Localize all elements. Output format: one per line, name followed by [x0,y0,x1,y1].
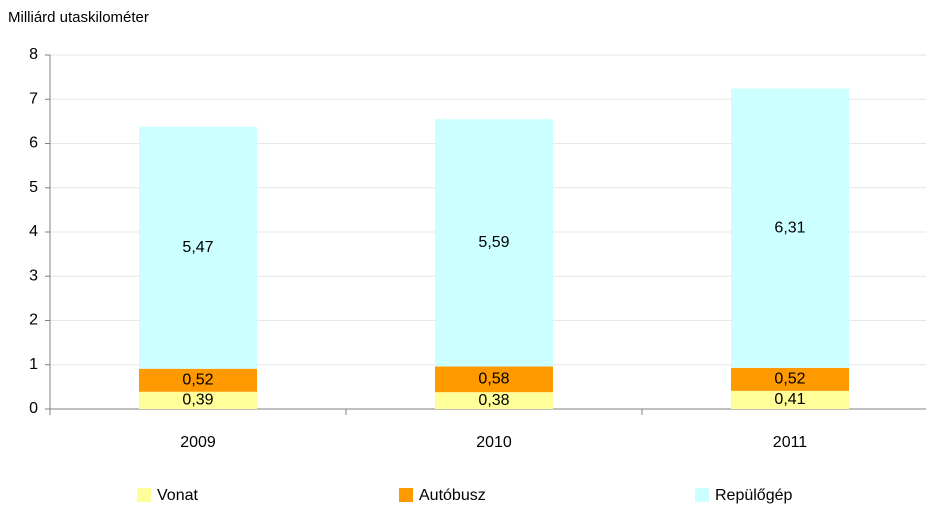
legend-label: Autóbusz [419,487,486,504]
y-tick-label: 5 [29,179,38,196]
bar-segment [139,391,257,409]
y-tick-label: 4 [29,223,38,240]
y-tick-label: 1 [29,356,38,373]
bar-segment [139,126,257,369]
x-tick-label: 2010 [476,434,512,451]
y-tick-label: 8 [29,46,38,63]
x-tick-label: 2011 [773,434,808,451]
y-tick-label: 0 [29,400,38,417]
data-label: 5,59 [478,234,509,251]
bar-segment [731,367,849,391]
bar-segment [139,368,257,392]
y-tick-label: 7 [29,90,38,107]
y-tick-label: 3 [29,267,38,284]
data-label: 0,41 [774,391,805,408]
legend-label: Vonat [157,487,198,504]
data-label: 0,38 [478,392,509,409]
x-tick-label: 2009 [180,434,216,451]
bar-segment [731,390,849,409]
legend-swatch [137,488,151,502]
data-label: 0,52 [182,371,213,388]
y-axis-label: Milliárd utaskilométer [8,9,149,26]
legend-label: Repülőgép [715,487,793,504]
y-tick-label: 2 [29,312,38,329]
legend-swatch [695,488,709,502]
bar-segment [435,366,553,393]
data-label: 0,52 [774,371,805,388]
bar-segment [731,88,849,368]
data-label: 0,58 [478,371,509,388]
bar-segment [435,392,553,409]
data-label: 0,39 [182,392,213,409]
y-tick-label: 6 [29,135,38,152]
bar-segment [435,119,553,367]
data-label: 5,47 [182,239,213,256]
data-label: 6,31 [774,219,805,236]
legend-swatch [399,488,413,502]
